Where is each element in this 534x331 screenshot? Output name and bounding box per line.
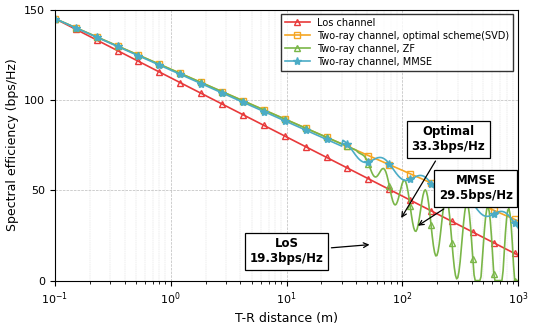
Two-ray channel, optimal scheme(SVD) xyxy=(52,17,58,21)
Los channel xyxy=(386,187,392,191)
Two-ray channel, MMSE xyxy=(343,141,350,145)
Two-ray channel, MMSE xyxy=(52,17,58,21)
Los channel xyxy=(52,17,58,21)
Line: Two-ray channel, optimal scheme(SVD): Two-ray channel, optimal scheme(SVD) xyxy=(51,15,522,224)
Los channel xyxy=(235,110,241,114)
Two-ray channel, MMSE xyxy=(515,226,521,230)
Two-ray channel, optimal scheme(SVD) xyxy=(202,82,209,86)
Two-ray channel, ZF xyxy=(472,279,478,283)
Two-ray channel, MMSE xyxy=(386,162,392,166)
Two-ray channel, optimal scheme(SVD) xyxy=(515,219,521,223)
Two-ray channel, MMSE xyxy=(388,165,395,169)
Two-ray channel, ZF xyxy=(202,82,209,86)
Two-ray channel, ZF xyxy=(107,41,114,45)
Two-ray channel, ZF xyxy=(515,279,521,283)
Los channel xyxy=(515,253,521,257)
Legend: Los channel, Two-ray channel, optimal scheme(SVD), Two-ray channel, ZF, Two-ray : Los channel, Two-ray channel, optimal sc… xyxy=(281,15,513,71)
Text: LoS
19.3bps/Hz: LoS 19.3bps/Hz xyxy=(249,238,368,265)
X-axis label: T-R distance (m): T-R distance (m) xyxy=(235,312,338,325)
Two-ray channel, optimal scheme(SVD) xyxy=(107,41,114,45)
Two-ray channel, ZF xyxy=(343,144,350,148)
Two-ray channel, ZF xyxy=(386,184,392,188)
Line: Two-ray channel, MMSE: Two-ray channel, MMSE xyxy=(51,15,522,232)
Two-ray channel, ZF xyxy=(388,195,395,199)
Text: MMSE
29.5bps/Hz: MMSE 29.5bps/Hz xyxy=(419,174,513,225)
Two-ray channel, optimal scheme(SVD) xyxy=(386,163,392,166)
Los channel xyxy=(343,166,350,169)
Los channel xyxy=(202,94,209,98)
Two-ray channel, MMSE xyxy=(202,84,209,88)
Two-ray channel, optimal scheme(SVD) xyxy=(235,97,241,101)
Two-ray channel, optimal scheme(SVD) xyxy=(388,164,395,167)
Two-ray channel, ZF xyxy=(52,17,58,21)
Line: Two-ray channel, ZF: Two-ray channel, ZF xyxy=(51,15,522,284)
Two-ray channel, MMSE xyxy=(235,98,241,102)
Two-ray channel, MMSE xyxy=(107,41,114,45)
Los channel xyxy=(107,45,114,49)
Two-ray channel, optimal scheme(SVD) xyxy=(343,144,350,148)
Los channel xyxy=(388,189,395,193)
Text: Optimal
33.3bps/Hz: Optimal 33.3bps/Hz xyxy=(402,125,485,217)
Line: Los channel: Los channel xyxy=(51,15,522,259)
Y-axis label: Spectral efficiency (bps/Hz): Spectral efficiency (bps/Hz) xyxy=(5,59,19,231)
Two-ray channel, ZF xyxy=(235,97,241,101)
